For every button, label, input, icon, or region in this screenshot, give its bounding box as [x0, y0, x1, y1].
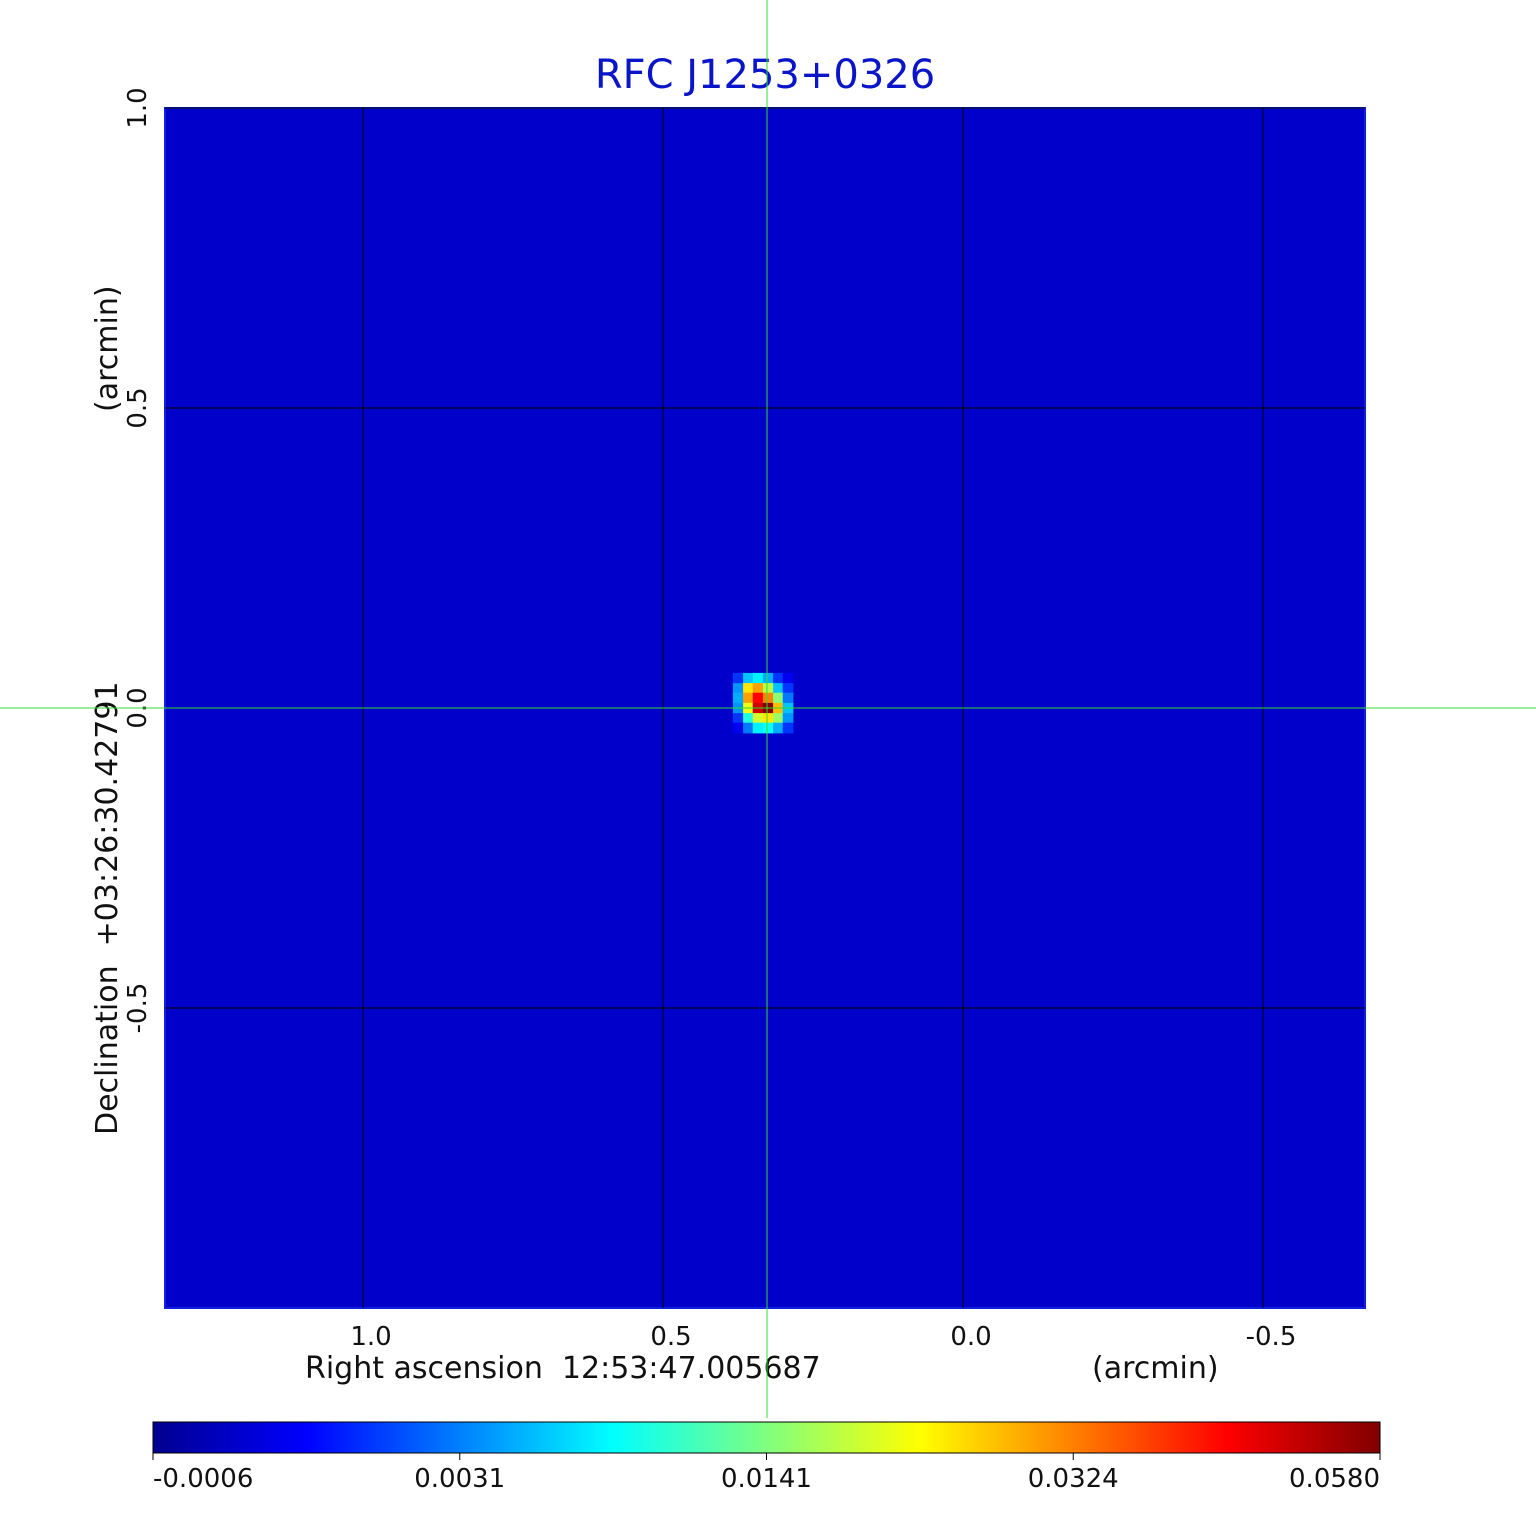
- pixel: [773, 722, 784, 734]
- pixel: [752, 713, 764, 724]
- pixel: [782, 672, 794, 684]
- pixel: [762, 713, 774, 724]
- pixel: [743, 692, 754, 704]
- pixel: [732, 722, 744, 734]
- colorbar-tick-label: 0.0580: [1289, 1464, 1380, 1494]
- pixel: [732, 692, 744, 704]
- pixel: [762, 692, 774, 704]
- pixel: [782, 713, 794, 724]
- pixel: [762, 683, 774, 694]
- pixel: [752, 692, 764, 704]
- pixel: [752, 683, 764, 694]
- pixel: [782, 683, 794, 694]
- y-axis-unit: (arcmin): [90, 285, 125, 412]
- colorbar-tick-label: 0.0324: [1028, 1464, 1119, 1494]
- colorbar-tick-label: -0.0006: [153, 1464, 253, 1494]
- y-axis-label: Declination +03:26:30.42791: [90, 681, 125, 1135]
- x-tick-label: -0.5: [1246, 1322, 1297, 1352]
- pixel: [732, 713, 744, 724]
- pixel: [743, 672, 754, 684]
- pixel: [773, 692, 784, 704]
- colorbar-tick-label: 0.0141: [721, 1464, 812, 1494]
- pixel: [773, 683, 784, 694]
- x-tick-label: 0.0: [950, 1322, 991, 1352]
- pixel: [782, 722, 794, 734]
- colorbar: [152, 1421, 1381, 1454]
- chart-title: RFC J1253+0326: [595, 52, 935, 98]
- x-axis-unit: (arcmin): [1092, 1351, 1219, 1386]
- pixel: [743, 722, 754, 734]
- x-axis-label: Right ascension 12:53:47.005687: [305, 1351, 821, 1386]
- pixel: [732, 683, 744, 694]
- x-tick-label: 0.5: [650, 1322, 691, 1352]
- y-tick-label: 0.5: [123, 387, 153, 428]
- pixel: [752, 672, 764, 684]
- pixel: [773, 713, 784, 724]
- colorbar-tick-label: 0.0031: [414, 1464, 505, 1494]
- pixel: [762, 672, 774, 684]
- pixel: [743, 683, 754, 694]
- y-tick-label: -0.5: [123, 983, 153, 1034]
- pixel: [782, 692, 794, 704]
- pixel: [773, 672, 784, 684]
- pixel: [732, 672, 744, 684]
- pixel: [743, 713, 754, 724]
- y-tick-label: 1.0: [123, 87, 153, 128]
- pixel: [762, 722, 774, 734]
- pixel: [752, 722, 764, 734]
- x-tick-label: 1.0: [350, 1322, 391, 1352]
